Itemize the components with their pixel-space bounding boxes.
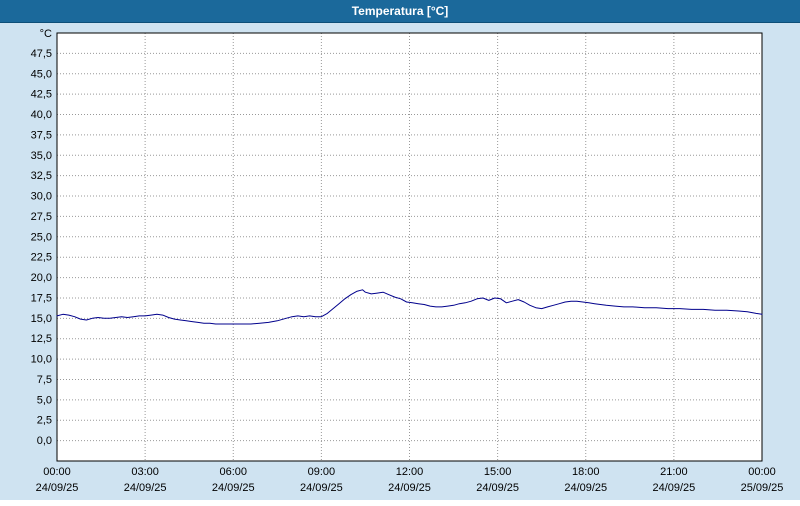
y-tick-label: 47,5 [31,48,52,60]
y-tick-label: 37,5 [31,129,52,141]
x-tick-time-label: 09:00 [308,466,336,478]
y-tick-label: 10,0 [31,354,52,366]
y-tick-label: 45,0 [31,68,52,80]
x-tick-time-label: 00:00 [748,466,776,478]
x-tick-time-label: 21:00 [660,466,688,478]
y-tick-label: 25,0 [31,231,52,243]
page-title: Temperatura [°C] [351,4,449,18]
y-tick-label: 42,5 [31,89,52,101]
x-tick-time-label: 06:00 [219,466,247,478]
x-tick-time-label: 03:00 [131,466,159,478]
x-tick-date-label: 24/09/25 [564,482,607,494]
y-tick-label: 40,0 [31,109,52,121]
y-tick-label: 12,5 [31,333,52,345]
y-tick-label: 30,0 [31,191,52,203]
x-tick-time-label: 18:00 [572,466,600,478]
x-tick-time-label: 15:00 [484,466,512,478]
x-tick-time-label: 12:00 [396,466,424,478]
x-tick-date-label: 24/09/25 [388,482,431,494]
chart-area: 0,0 2,5 5,0 7,5 10,0 12,5 15,0 17,5 20,0 22,5 25,0… [0,23,800,501]
y-tick-label: 22,5 [31,252,52,264]
y-tick-label: 15,0 [31,313,52,325]
x-tick-date-label: 24/09/25 [652,482,695,494]
temperature-chart: 0,0 2,5 5,0 7,5 10,0 12,5 15,0 17,5 20,0 22,5 25,0… [31,28,784,494]
y-tick-label: 5,0 [37,394,52,406]
y-tick-label: 27,5 [31,211,52,223]
x-tick-date-label: 25/09/25 [741,482,784,494]
x-tick-date-label: 24/09/25 [300,482,343,494]
y-tick-label: 20,0 [31,272,52,284]
y-tick-label: 0,0 [37,435,52,447]
window-title-bar: Temperatura [°C] [0,0,800,23]
y-tick-label: 2,5 [37,415,52,427]
y-tick-label: 35,0 [31,150,52,162]
y-tick-label: 32,5 [31,170,52,182]
y-axis-unit-label: °C [40,28,52,40]
x-tick-date-label: 24/09/25 [124,482,167,494]
plot-background [57,33,762,461]
x-tick-time-label: 00:00 [43,466,71,478]
x-tick-date-label: 24/09/25 [476,482,519,494]
plot-border [56,32,763,462]
temperature-series-line [56,289,763,325]
y-tick-label: 7,5 [37,374,52,386]
x-tick-date-label: 24/09/25 [212,482,255,494]
x-tick-date-label: 24/09/25 [36,482,79,494]
y-tick-label: 17,5 [31,292,52,304]
